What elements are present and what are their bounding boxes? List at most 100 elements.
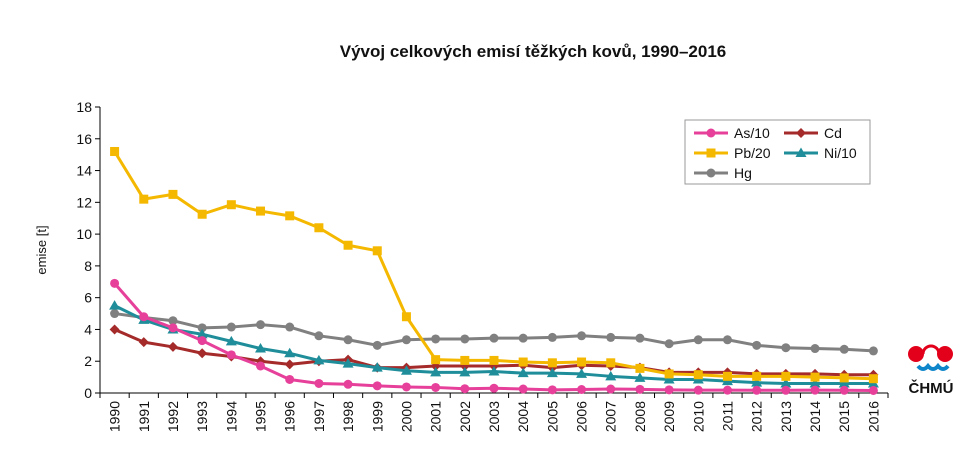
data-point-ni-10 (371, 362, 383, 372)
x-tick-label: 1992 (165, 401, 181, 432)
y-tick-label: 8 (84, 258, 92, 274)
data-point-pb-20 (781, 371, 791, 381)
data-point-ni-10 (809, 377, 821, 388)
x-tick-label: 2004 (515, 401, 531, 432)
data-point-as-10 (110, 278, 120, 288)
data-point-pb-20 (606, 358, 616, 368)
data-point-ni-10 (430, 366, 442, 377)
data-point-as-10 (635, 384, 645, 394)
data-point-as-10 (314, 378, 324, 388)
data-point-hg (285, 322, 295, 332)
data-point-as-10 (606, 384, 616, 394)
data-point-as-10 (839, 385, 849, 395)
data-point-hg (343, 335, 353, 345)
x-tick-label: 2002 (457, 401, 473, 432)
x-tick-label: 2016 (865, 401, 881, 432)
x-tick-label: 1990 (107, 401, 123, 432)
x-tick-label: 1991 (136, 401, 152, 432)
axes: 0 2 4 6 8 10 12 14 16 18 1990 1991 1992 1993 1994 1995 1… (76, 99, 889, 432)
x-tick-label: 2013 (778, 401, 794, 432)
x-tick-label: 2015 (836, 401, 852, 432)
legend-swatch-marker (796, 128, 806, 138)
data-point-pb-20 (693, 370, 703, 380)
data-point-hg (197, 323, 207, 333)
data-point-as-10 (401, 382, 411, 392)
data-point-hg (547, 332, 557, 342)
legend-swatch-marker (706, 168, 716, 178)
y-tick-label: 0 (84, 385, 92, 401)
legend-item-pb-20: Pb/20 (694, 145, 771, 161)
data-point-ni-10 (576, 368, 588, 378)
data-point-pb-20 (139, 194, 149, 204)
data-point-pb-20 (343, 240, 353, 250)
data-point-hg (110, 309, 120, 319)
y-tick-label: 12 (76, 194, 92, 210)
data-point-pb-20 (635, 363, 645, 373)
data-point-cd (167, 341, 178, 352)
x-tick-label: 2007 (603, 401, 619, 432)
data-point-pb-20 (168, 189, 178, 199)
data-point-pb-20 (664, 369, 674, 379)
chart-title: Vývoj celkových emisí těžkých kovů, 1990… (340, 42, 727, 61)
legend-swatch-marker (795, 147, 807, 157)
data-point-ni-10 (751, 377, 763, 387)
x-tick-label: 2009 (661, 401, 677, 432)
x-tick-label: 2001 (428, 401, 444, 432)
data-point-hg (868, 346, 878, 356)
series-layer (109, 146, 879, 395)
data-point-pb-20 (547, 358, 557, 368)
data-point-pb-20 (460, 355, 470, 365)
x-tick-label: 1994 (223, 401, 239, 432)
data-point-ni-10 (634, 372, 646, 382)
data-point-hg (781, 343, 791, 353)
series-hg (110, 309, 878, 356)
x-tick-label: 1997 (311, 401, 327, 432)
data-point-hg (810, 344, 820, 354)
data-point-ni-10 (780, 377, 792, 388)
data-point-pb-20 (752, 371, 762, 381)
x-tick-label: 2008 (632, 401, 648, 432)
x-tick-label: 2005 (544, 401, 560, 432)
data-point-ni-10 (546, 367, 558, 378)
legend-item-as-10: As/10 (694, 125, 770, 141)
data-point-ni-10 (459, 366, 471, 377)
x-tick-label: 2010 (690, 401, 706, 432)
x-tick-label: 2012 (749, 401, 765, 432)
series-pb-20 (110, 146, 878, 384)
data-point-as-10 (781, 385, 791, 395)
data-point-as-10 (577, 385, 587, 395)
data-point-ni-10 (400, 365, 412, 375)
x-tick-label: 1996 (282, 401, 298, 432)
legend-item-ni-10: Ni/10 (784, 145, 857, 161)
data-point-pb-20 (401, 312, 411, 322)
data-point-ni-10 (488, 366, 500, 376)
data-point-hg (693, 335, 703, 345)
data-point-hg (839, 344, 849, 354)
data-point-pb-20 (518, 357, 528, 367)
data-point-pb-20 (810, 372, 820, 382)
data-point-ni-10 (255, 343, 267, 353)
data-point-hg (489, 333, 499, 343)
logo-red-dot-right (937, 346, 953, 362)
data-point-pb-20 (197, 209, 207, 219)
data-point-as-10 (431, 382, 441, 392)
data-point-as-10 (810, 385, 820, 395)
data-point-ni-10 (663, 373, 675, 384)
data-point-as-10 (343, 379, 353, 389)
data-point-hg (722, 335, 732, 345)
data-point-as-10 (460, 384, 470, 394)
data-point-hg (460, 334, 470, 344)
chmu-logo: ČHMÚ (908, 344, 954, 397)
x-tick-label: 1998 (340, 401, 356, 432)
data-point-ni-10 (605, 370, 617, 381)
data-point-pb-20 (285, 211, 295, 221)
data-point-pb-20 (110, 146, 120, 156)
x-tick-label: 2006 (574, 401, 590, 432)
x-tick-label: 2003 (486, 401, 502, 432)
data-point-hg (664, 339, 674, 349)
x-tick-label: 2014 (807, 401, 823, 432)
data-point-ni-10 (838, 377, 850, 388)
y-tick-label: 6 (84, 290, 92, 306)
data-point-ni-10 (196, 328, 208, 339)
data-point-as-10 (256, 361, 266, 371)
